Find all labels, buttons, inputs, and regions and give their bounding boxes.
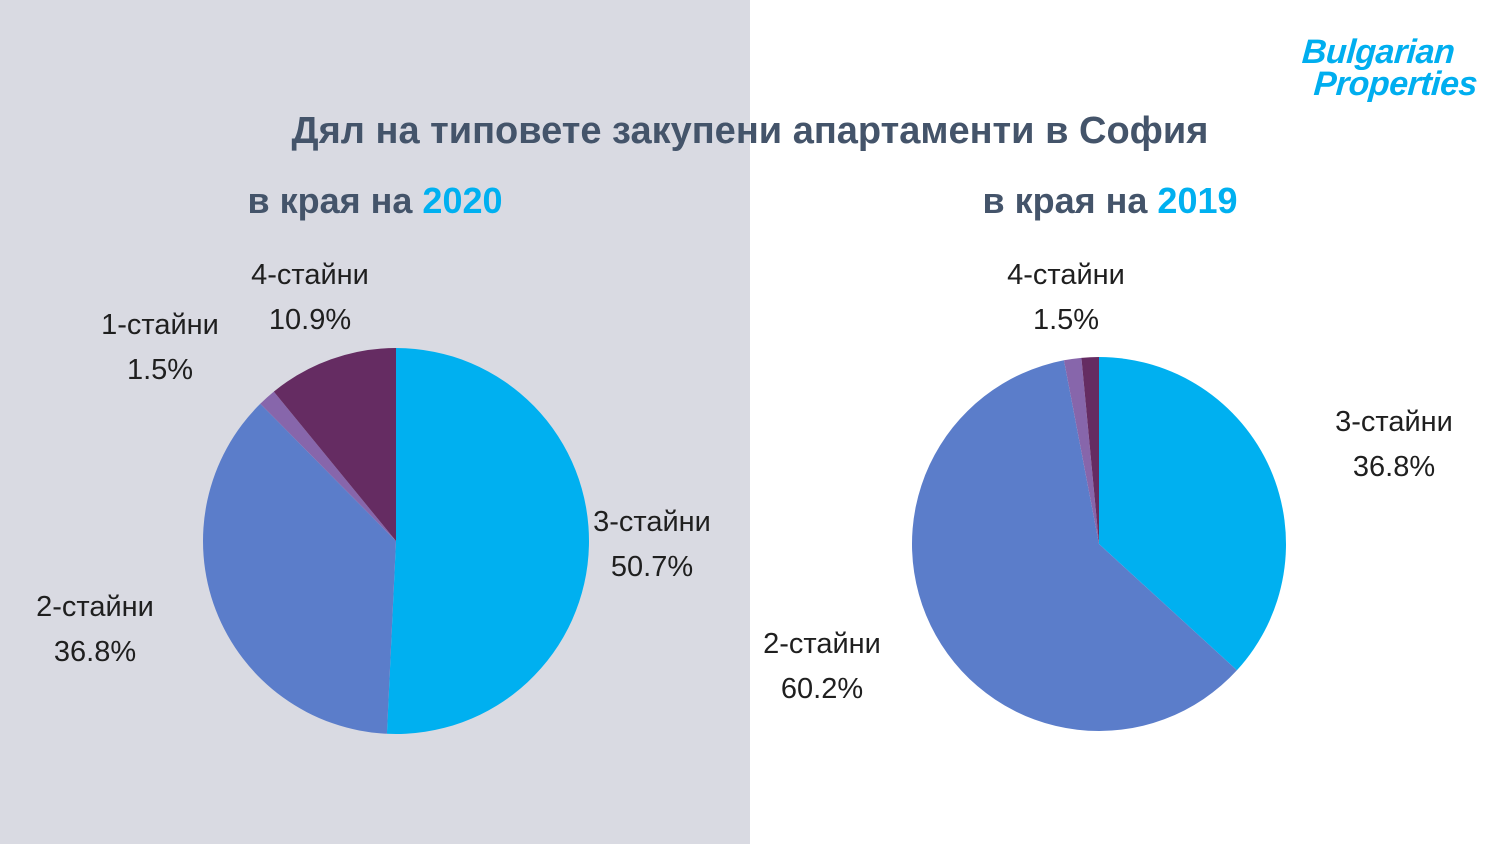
label-2020-2room-pct: 36.8% [53,635,137,668]
pie-slice-2-стайни-2019 [912,360,1237,731]
pie-slice-3-стайни-2019 [1099,357,1286,671]
brand-logo-line2: Properties [1312,65,1479,104]
label-2020-3room-name: 3-стайни [593,506,711,538]
label-2020-3room: 3-стайни 50.7% [557,500,747,590]
subtitle-2020-text: в края на [247,180,423,221]
label-2019-2room-pct: 60.2% [780,672,864,705]
pie-slice-1-стайни-2019 [1063,357,1099,544]
subtitle-2020: в края на 2020 [0,180,750,222]
label-2020-3room-pct: 50.7% [610,550,694,583]
brand-logo: Bulgarian Properties [1299,33,1481,104]
pie-slice-3-стайни-2020 [386,348,589,734]
subtitle-2020-year: 2020 [422,180,503,221]
pie-slice-1-стайни-2020 [260,391,396,541]
label-2019-2room-name: 2-стайни [763,628,881,660]
label-2020-2room: 2-стайни 36.8% [0,585,190,675]
pie-chart-2019 [912,357,1286,731]
label-2019-2room: 2-стайни 60.2% [727,622,917,712]
label-2019-4room: 4-стайни 1.5% [971,253,1161,343]
label-2019-3room-name: 3-стайни [1335,406,1453,438]
subtitle-2019: в края на 2019 [740,180,1480,222]
subtitle-2019-text: в края на [982,180,1158,221]
label-2020-1room-name: 1-стайни [101,309,219,341]
pie-slice-4-стайни-2019 [1081,357,1099,544]
pie-slice-4-стайни-2020 [273,348,396,541]
label-2020-4room-name: 4-стайни [251,259,369,291]
label-2020-1room: 1-стайни 1.5% [65,303,255,393]
brand-logo-line1: Bulgarian [1300,33,1456,71]
label-2019-4room-pct: 1.5% [1032,303,1100,336]
subtitle-2019-year: 2019 [1157,180,1238,221]
label-2019-4room-name: 4-стайни [1007,259,1125,291]
page-title: Дял на типовете закупени апартаменти в С… [291,110,1209,152]
label-2019-3room: 3-стайни 36.8% [1299,400,1489,490]
label-2019-3room-pct: 36.8% [1352,450,1436,483]
pie-slice-2-стайни-2020 [203,403,396,734]
pie-chart-2020 [203,348,589,734]
label-2020-4room: 4-стайни 10.9% [215,253,405,343]
label-2020-4room-pct: 10.9% [268,303,352,336]
label-2020-2room-name: 2-стайни [36,591,154,623]
label-2020-1room-pct: 1.5% [126,353,194,386]
